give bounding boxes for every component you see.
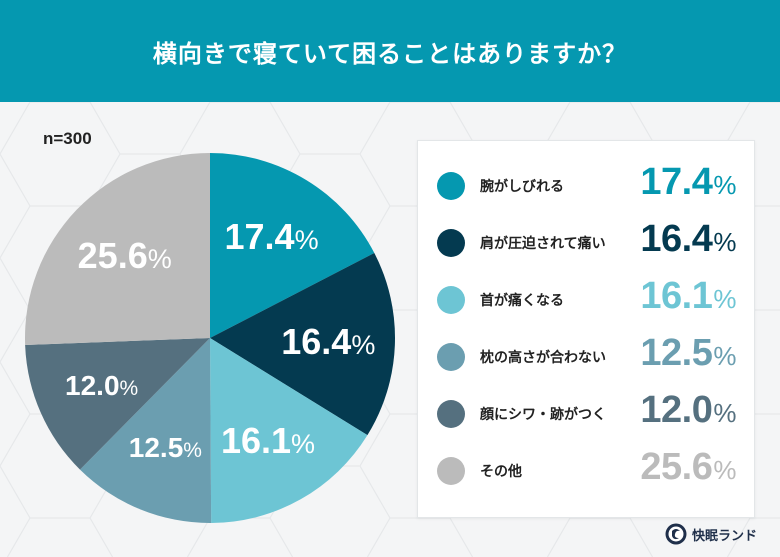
pie-slice-label: 16.4% [281,321,376,363]
title-banner: 横向きで寝ていて困ることはありますか？ [0,0,780,102]
legend-value: 12.5% [640,332,736,374]
legend-value: 12.0% [640,389,736,431]
sample-size-label: n=300 [43,129,92,148]
legend-swatch-icon [437,400,465,428]
legend-value: 25.6% [640,446,736,488]
brand-logo: 快眠ランド [665,523,757,545]
legend-swatch-icon [437,343,465,371]
legend-label: その他 [480,464,522,480]
legend-item: 枕の高さが合わない 12.5% [418,330,754,384]
pie-slice [80,338,212,523]
legend-label: 腕がしびれる [480,179,564,195]
legend-item: 首が痛くなる 16.1% [418,273,754,327]
moon-logo-icon [665,523,687,545]
pie-slice [210,153,375,338]
pie-slice [24,153,210,345]
legend-item: 腕がしびれる 17.4% [418,159,754,213]
pie-slice [210,252,395,436]
legend-value: 17.4% [640,161,736,203]
legend-swatch-icon [437,286,465,314]
pie-slice [25,338,211,470]
legend-label: 顔にシワ・跡がつく [480,407,606,423]
legend-label: 枕の高さが合わない [480,350,606,366]
pie-slice-label: 17.4% [224,215,319,257]
pie-slice-label: 12.0% [65,369,139,401]
pie-slice-label: 25.6% [77,234,172,276]
brand-name: 快眠ランド [692,528,758,544]
legend-swatch-icon [437,172,465,200]
pie-slice [210,338,368,523]
legend-swatch-icon [437,229,465,257]
legend-item: 肩が圧迫されて痛い 16.4% [418,216,754,270]
legend-panel: 腕がしびれる 17.4% 肩が圧迫されて痛い 16.4% 首が痛くなる 16.1… [417,140,755,518]
legend-item: 顔にシワ・跡がつく 12.0% [418,387,754,441]
pie-slice-label: 16.1% [220,420,316,462]
legend-swatch-icon [437,457,465,485]
legend-value: 16.1% [640,275,736,317]
legend-value: 16.4% [640,218,736,260]
legend-label: 首が痛くなる [480,293,564,309]
chart-title: 横向きで寝ていて困ることはありますか？ [152,39,628,68]
pie-slice-label: 12.5% [128,431,202,463]
legend-item: その他 25.6% [418,444,754,498]
legend-label: 肩が圧迫されて痛い [480,236,606,252]
